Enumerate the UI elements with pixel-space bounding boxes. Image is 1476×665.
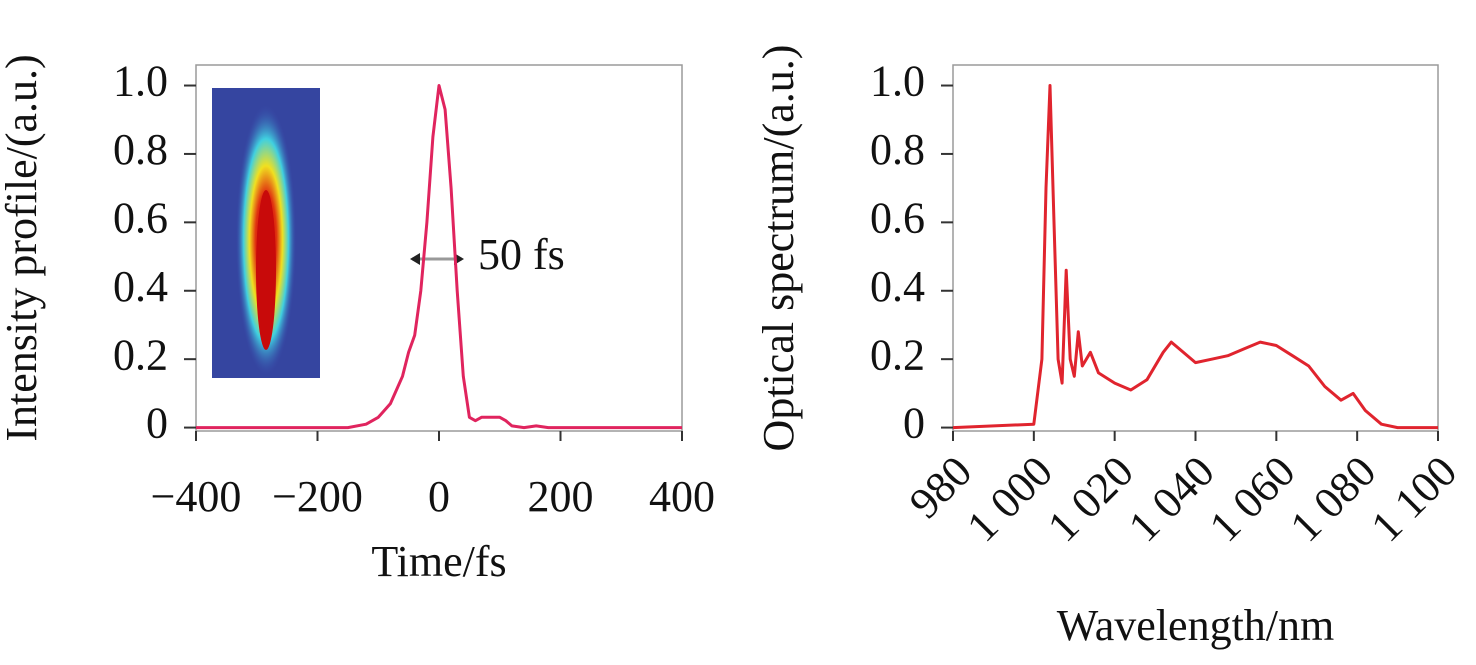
x-tick-label: −200 (272, 472, 363, 521)
annotation: 50 fs (478, 230, 565, 279)
x-tick-label: 0 (428, 472, 450, 521)
x-tick-label: 1 020 (1038, 447, 1143, 552)
y-tick-label: 0.8 (870, 125, 925, 174)
data-line (952, 84, 1438, 430)
x-tick-label: 1 060 (1200, 447, 1305, 552)
fwhm-arrow (410, 253, 464, 265)
y-tick-label: 0.2 (113, 330, 168, 379)
x-axis-label: Time/fs (371, 537, 506, 586)
y-tick-label: 0.2 (870, 330, 925, 379)
x-tick-label: −400 (151, 472, 242, 521)
plot-frame (952, 64, 1439, 432)
inset-image (212, 88, 320, 378)
y-tick-label: 0.4 (113, 262, 168, 311)
data-line (196, 84, 682, 430)
y-tick-label: 0.8 (113, 125, 168, 174)
x-axis-label: Wavelength/nm (1057, 601, 1335, 650)
x-tick-label: 1 040 (1119, 447, 1224, 552)
y-tick-label: 0 (146, 399, 168, 448)
y-tick-label: 0.4 (870, 262, 925, 311)
y-axis-label: Optical spectrum/(a.u.) (754, 45, 803, 452)
x-tick-label: 200 (528, 472, 594, 521)
x-tick-label: 1 080 (1281, 447, 1386, 552)
y-tick-label: 0.6 (113, 193, 168, 242)
y-tick-label: 1.0 (870, 57, 925, 106)
x-tick-label: 1 000 (957, 447, 1062, 552)
x-tick-label: 400 (649, 472, 715, 521)
y-tick-label: 0 (903, 399, 925, 448)
y-axis-label: Intensity profile/(a.u.) (0, 54, 46, 441)
y-tick-label: 1.0 (113, 57, 168, 106)
x-tick-label: 1 100 (1362, 447, 1467, 552)
y-tick-label: 0.6 (870, 193, 925, 242)
